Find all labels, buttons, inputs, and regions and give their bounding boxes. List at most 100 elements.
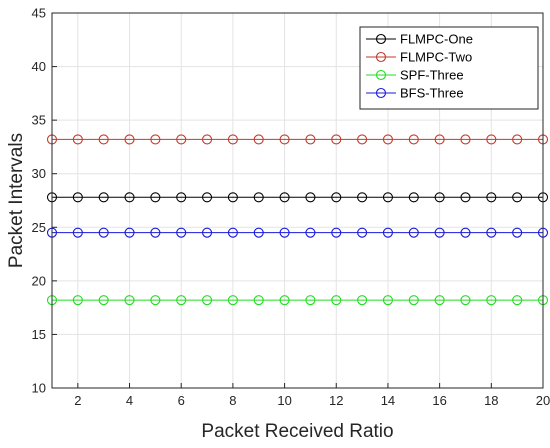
data-point [98, 295, 109, 306]
data-point [408, 192, 419, 203]
data-point [512, 192, 523, 203]
data-point [98, 134, 109, 145]
data-point [434, 192, 445, 203]
data-point [279, 227, 290, 238]
data-point [72, 134, 83, 145]
x-tick-label: 10 [277, 393, 291, 408]
legend-label: FLMPC-One [400, 32, 473, 47]
data-point [253, 192, 264, 203]
legend-box [359, 26, 539, 110]
legend-label: BFS-Three [400, 86, 464, 101]
data-point [124, 295, 135, 306]
data-point [253, 295, 264, 306]
data-point [512, 134, 523, 145]
x-tick-label: 20 [536, 393, 550, 408]
data-point [202, 134, 213, 145]
x-tick-label: 8 [229, 393, 236, 408]
data-point [486, 227, 497, 238]
data-point [512, 295, 523, 306]
data-point [460, 227, 471, 238]
data-point [72, 227, 83, 238]
data-point [357, 134, 368, 145]
legend: FLMPC-One FLMPC-Two SPF-Three BFS-Three [359, 26, 539, 110]
data-point [434, 227, 445, 238]
data-point [305, 295, 316, 306]
data-point [176, 134, 187, 145]
legend-item: BFS-Three [366, 86, 464, 101]
data-point [150, 295, 161, 306]
data-point [331, 295, 342, 306]
legend-label: SPF-Three [400, 68, 464, 83]
data-point [357, 295, 368, 306]
y-tick-label: 10 [32, 381, 46, 396]
data-point [176, 192, 187, 203]
legend-item: SPF-Three [366, 68, 464, 83]
y-tick-label: 40 [32, 59, 46, 74]
data-point [382, 227, 393, 238]
data-point [72, 295, 83, 306]
data-point [357, 227, 368, 238]
data-point [176, 295, 187, 306]
data-point [176, 227, 187, 238]
data-point [202, 295, 213, 306]
data-point [486, 192, 497, 203]
legend-item: FLMPC-Two [366, 50, 472, 65]
data-point [279, 192, 290, 203]
data-point [253, 227, 264, 238]
data-point [512, 227, 523, 238]
data-point [150, 192, 161, 203]
data-point [408, 295, 419, 306]
x-tick-label: 18 [484, 393, 498, 408]
data-point [382, 192, 393, 203]
data-point [227, 227, 238, 238]
data-point [434, 295, 445, 306]
series-layer [46, 134, 549, 306]
data-point [486, 295, 497, 306]
legend-marker [375, 87, 387, 99]
data-point [331, 227, 342, 238]
series-bfs-three [46, 227, 549, 238]
y-tick-label: 25 [32, 220, 46, 235]
x-tick-label: 6 [178, 393, 185, 408]
data-point [331, 134, 342, 145]
data-point [124, 227, 135, 238]
data-point [460, 134, 471, 145]
data-point [434, 134, 445, 145]
data-point [98, 227, 109, 238]
data-point [98, 192, 109, 203]
legend-item: FLMPC-One [366, 32, 473, 47]
data-point [486, 134, 497, 145]
series-flmpc-two [46, 134, 549, 145]
data-point [279, 295, 290, 306]
legend-marker [375, 69, 387, 81]
legend-marker [375, 51, 387, 63]
y-tick-label: 20 [32, 273, 46, 288]
data-point [124, 134, 135, 145]
data-point [305, 227, 316, 238]
y-tick-label: 45 [32, 6, 46, 21]
data-point [72, 192, 83, 203]
data-point [460, 295, 471, 306]
data-point [150, 134, 161, 145]
data-point [460, 192, 471, 203]
data-point [279, 134, 290, 145]
plot-area-frame [51, 12, 544, 389]
data-point [357, 192, 368, 203]
data-point [150, 227, 161, 238]
x-tick-label: 12 [329, 393, 343, 408]
data-point [253, 134, 264, 145]
x-axis-label: Packet Received Ratio [201, 421, 393, 442]
x-tick-label: 14 [381, 393, 395, 408]
data-point [331, 192, 342, 203]
y-tick-label: 15 [32, 327, 46, 342]
x-tick-label: 4 [126, 393, 133, 408]
data-point [227, 295, 238, 306]
x-tick-label: 2 [74, 393, 81, 408]
data-point [408, 134, 419, 145]
data-point [305, 134, 316, 145]
x-tick-label: 16 [432, 393, 446, 408]
y-tick-label: 35 [32, 113, 46, 128]
series-spf-three [46, 295, 549, 306]
data-point [227, 192, 238, 203]
